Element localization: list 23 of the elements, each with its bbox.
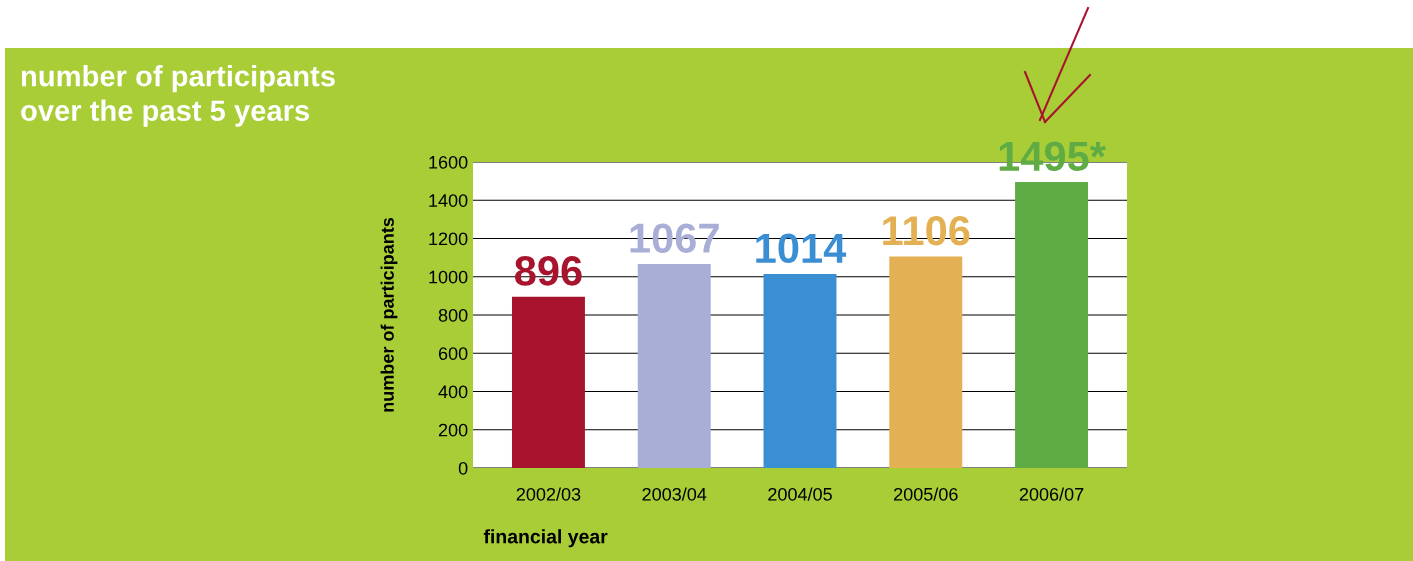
x-tick-label: 2004/05 bbox=[768, 487, 832, 501]
bar bbox=[637, 263, 711, 468]
bar bbox=[889, 256, 963, 468]
bar bbox=[763, 274, 837, 468]
y-tick-label: 1000 bbox=[429, 270, 468, 284]
x-axis-title: financial year bbox=[483, 529, 608, 548]
y-tick-label: 600 bbox=[438, 347, 468, 360]
x-tick-label: 2003/04 bbox=[642, 487, 707, 501]
y-tick-label: 1600 bbox=[429, 155, 468, 169]
data-label: 1014 bbox=[756, 233, 847, 264]
text: number of participants over the past 5 years bbox=[21, 65, 335, 127]
x-tick-label: 2006/07 bbox=[1019, 487, 1084, 501]
y-tick-label: 0 bbox=[458, 461, 468, 475]
bar bbox=[511, 296, 585, 468]
bar bbox=[1015, 182, 1089, 468]
y-tick-label: 1200 bbox=[429, 232, 468, 246]
x-tick-label: 2002/03 bbox=[516, 487, 581, 501]
y-tick-label: 400 bbox=[438, 385, 468, 399]
x-tick-label: 2005/06 bbox=[894, 487, 958, 501]
y-tick-label: 1400 bbox=[429, 194, 468, 207]
y-tick-label: 800 bbox=[438, 308, 468, 322]
y-tick-label: 200 bbox=[438, 423, 468, 437]
y-axis-title: number of participants bbox=[380, 217, 398, 412]
